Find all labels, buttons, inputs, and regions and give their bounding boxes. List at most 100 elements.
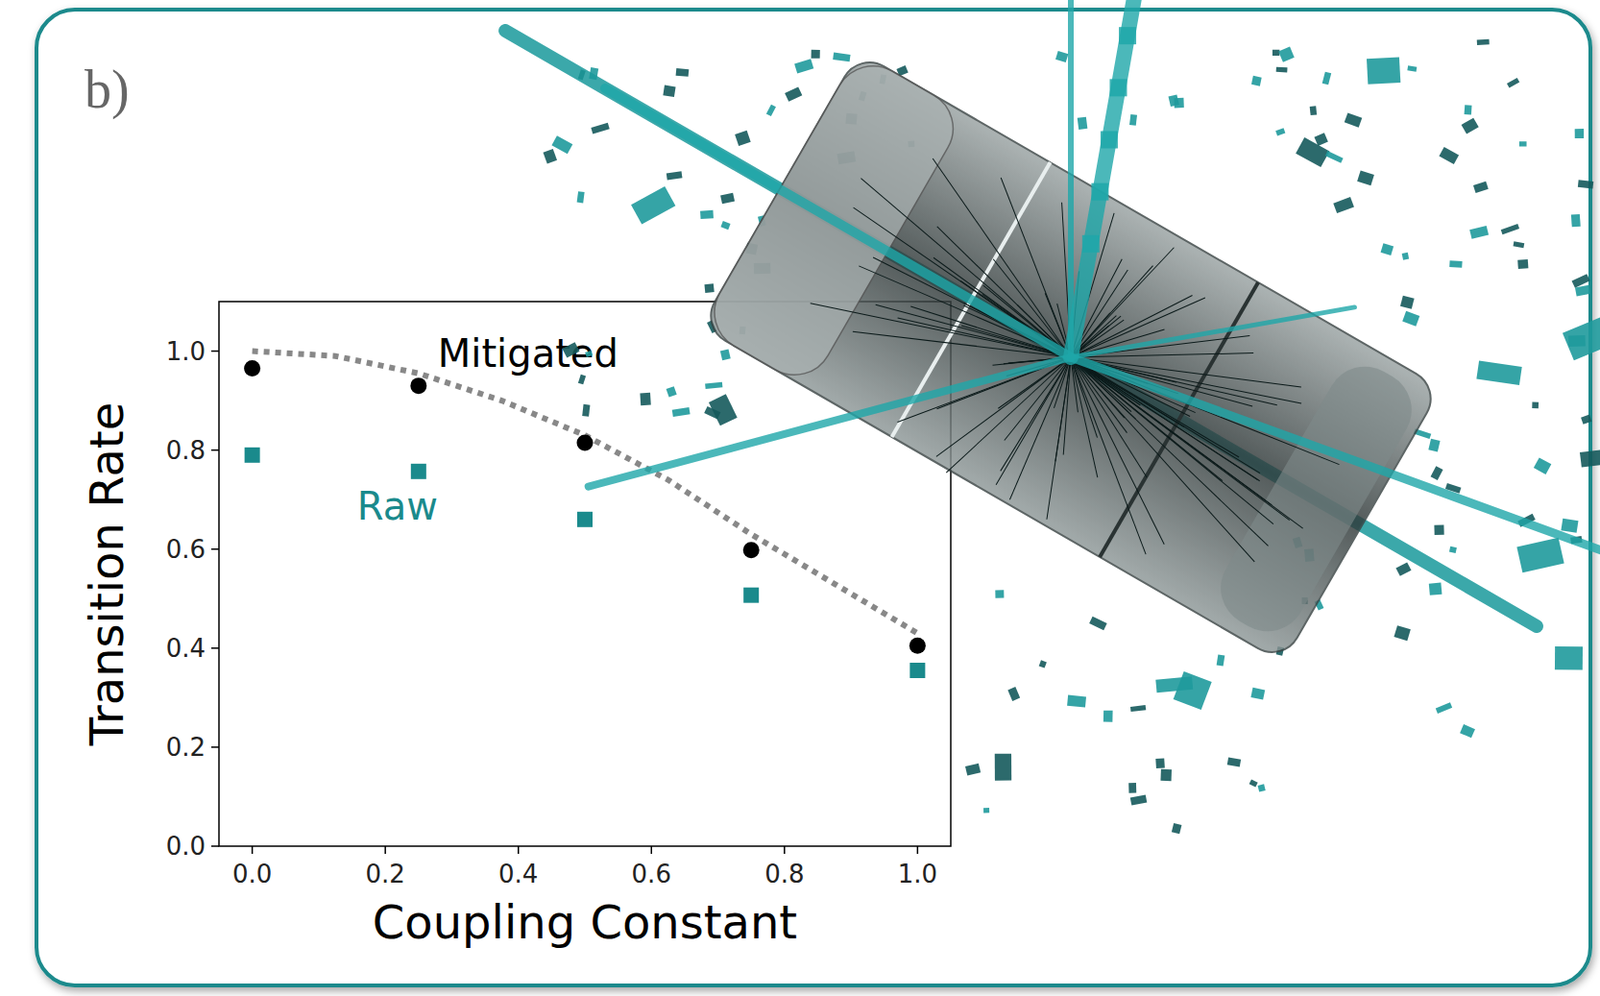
detector-block bbox=[832, 52, 850, 63]
detector-block bbox=[1160, 769, 1172, 781]
x-tick-label: 0.4 bbox=[498, 859, 538, 889]
detector bbox=[505, 0, 1600, 834]
detector-block bbox=[811, 49, 821, 59]
x-tick bbox=[651, 846, 654, 854]
y-tick-label: 0.0 bbox=[166, 831, 206, 861]
y-tick bbox=[211, 548, 219, 551]
detector-block bbox=[1433, 525, 1444, 535]
detector-block bbox=[1477, 39, 1490, 46]
y-tick bbox=[211, 746, 219, 749]
detector-block bbox=[1055, 50, 1068, 63]
detector-block bbox=[1322, 72, 1332, 86]
raw-point bbox=[577, 511, 593, 528]
detector-block bbox=[666, 170, 683, 180]
detector-block bbox=[584, 350, 593, 358]
y-tick-label: 1.0 bbox=[166, 337, 206, 366]
detector-block bbox=[1325, 150, 1344, 164]
detector-block bbox=[1428, 438, 1440, 453]
y-axis-title: Transition Rate bbox=[79, 402, 134, 747]
detector-block bbox=[703, 283, 714, 293]
y-tick bbox=[211, 647, 219, 650]
jet bbox=[588, 357, 1071, 487]
detector-block bbox=[1251, 75, 1262, 87]
jet bbox=[1067, 0, 1074, 358]
chart: b)0.00.20.40.60.81.00.00.20.40.60.81.0Co… bbox=[0, 0, 1600, 996]
panel-label: b) bbox=[84, 59, 130, 121]
track bbox=[1055, 357, 1238, 482]
detector-block bbox=[561, 341, 580, 358]
mitigated-point bbox=[909, 637, 926, 655]
detector-block bbox=[1249, 778, 1259, 787]
detector-block bbox=[1469, 225, 1489, 240]
x-tick bbox=[783, 846, 786, 854]
detector-block bbox=[543, 148, 558, 164]
detector-block bbox=[1572, 273, 1591, 289]
track bbox=[1070, 263, 1250, 430]
detector-block bbox=[577, 191, 585, 203]
track bbox=[1004, 357, 1213, 555]
detector-block bbox=[1216, 654, 1226, 666]
detector-block bbox=[1155, 757, 1165, 769]
track bbox=[1038, 357, 1301, 546]
track bbox=[1049, 357, 1296, 525]
detector-block bbox=[1395, 561, 1411, 576]
detector-block bbox=[1130, 704, 1146, 712]
detector-block bbox=[1476, 361, 1522, 386]
track bbox=[993, 357, 1088, 500]
detector-block bbox=[1513, 241, 1526, 248]
detector-block bbox=[672, 407, 691, 417]
detector-block bbox=[662, 85, 676, 97]
jet bbox=[1070, 307, 1355, 358]
y-tick-label: 0.2 bbox=[166, 732, 206, 762]
track bbox=[937, 312, 1071, 455]
detector-block bbox=[1276, 67, 1288, 73]
track bbox=[896, 298, 1071, 482]
detector-block bbox=[1381, 242, 1395, 256]
detector-block bbox=[734, 130, 752, 146]
beam-pipe bbox=[505, 30, 1537, 627]
detector-block bbox=[1039, 659, 1047, 668]
detector-block bbox=[1128, 782, 1137, 794]
detector-block bbox=[720, 349, 731, 362]
detector-block bbox=[784, 86, 802, 101]
detector-block bbox=[1402, 311, 1420, 327]
detector-block bbox=[965, 763, 981, 776]
detector-block bbox=[1562, 315, 1600, 361]
detector-block bbox=[1129, 114, 1138, 126]
detector-block bbox=[1366, 56, 1401, 84]
detector-block bbox=[1577, 179, 1594, 189]
detector-block bbox=[1579, 446, 1600, 467]
track bbox=[924, 257, 1080, 358]
detector-block bbox=[1077, 117, 1089, 130]
detector-block bbox=[1393, 625, 1410, 641]
detector-block bbox=[1250, 687, 1265, 701]
detector-block bbox=[1309, 105, 1317, 116]
detector-block bbox=[1461, 118, 1479, 135]
detector-block bbox=[1473, 181, 1489, 194]
y-tick bbox=[211, 449, 219, 452]
detector-block bbox=[1519, 141, 1528, 146]
detector-block bbox=[1464, 104, 1473, 115]
detector-block bbox=[1429, 582, 1443, 596]
series-label: Raw bbox=[357, 484, 438, 529]
detector-block bbox=[1082, 235, 1100, 253]
detector-block bbox=[1449, 546, 1457, 554]
detector-block bbox=[1357, 170, 1375, 187]
detector-block bbox=[766, 104, 776, 117]
detector-block bbox=[581, 404, 590, 417]
track bbox=[910, 275, 1071, 389]
x-tick bbox=[517, 846, 520, 854]
detector-block bbox=[666, 386, 678, 397]
track bbox=[835, 178, 1096, 358]
y-tick bbox=[211, 845, 219, 848]
detector-block bbox=[1516, 537, 1564, 573]
x-tick-label: 0.8 bbox=[764, 859, 804, 889]
detector-block bbox=[1344, 112, 1363, 127]
y-tick-label: 0.6 bbox=[166, 534, 206, 564]
detector-block bbox=[639, 392, 651, 406]
detector-block bbox=[1438, 146, 1459, 165]
detector-block bbox=[1430, 465, 1444, 481]
detector-block bbox=[578, 374, 586, 386]
detector-block bbox=[708, 393, 738, 426]
detector-block bbox=[1066, 695, 1087, 708]
